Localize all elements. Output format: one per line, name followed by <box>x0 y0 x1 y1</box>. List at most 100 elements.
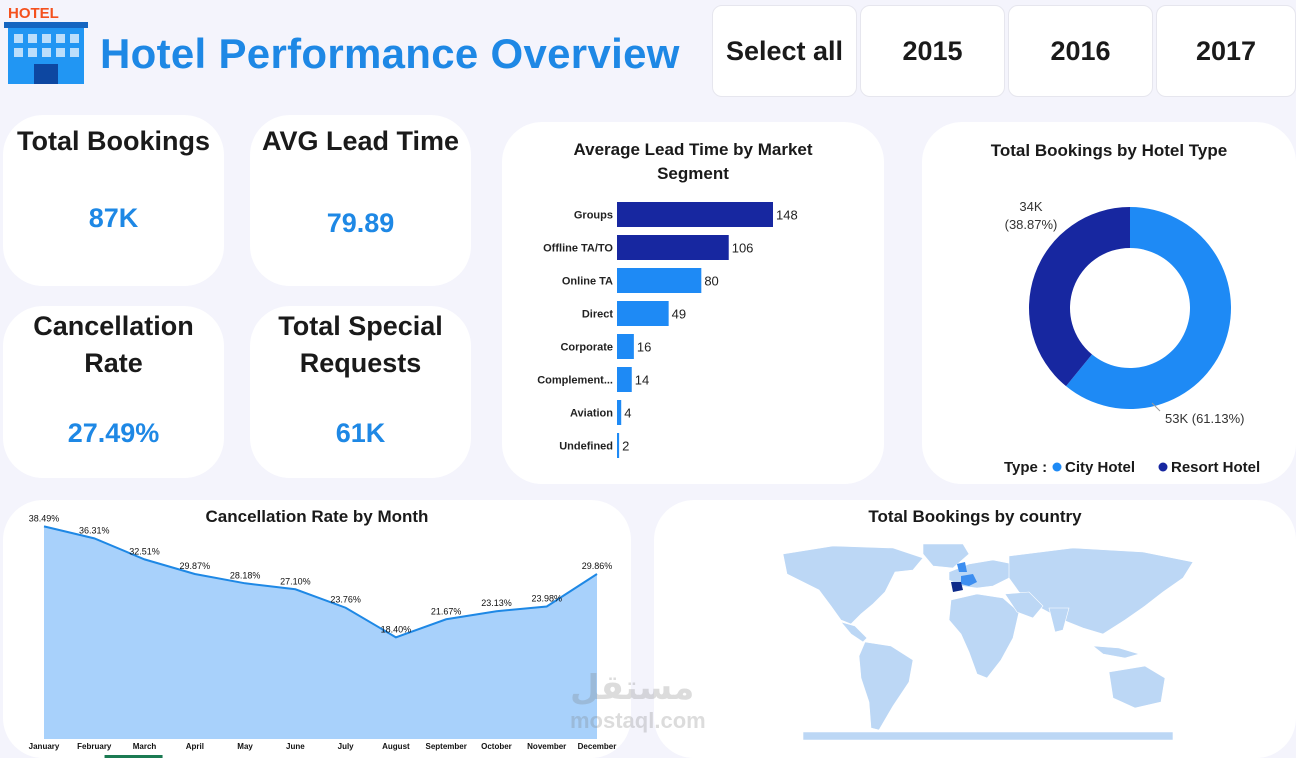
legend-title: Type : <box>1004 459 1047 476</box>
scroll-indicator <box>104 755 163 758</box>
x-tick-label: May <box>237 742 253 751</box>
data-point[interactable] <box>544 604 550 610</box>
lead-time-chart-card: Average Lead Time by Market Segment Grou… <box>502 122 884 484</box>
map-central-america <box>840 621 868 643</box>
legend-swatch <box>1052 462 1062 472</box>
x-tick-label: June <box>286 742 305 751</box>
map-south-america <box>858 641 914 731</box>
bar-value-label: 148 <box>776 208 798 223</box>
map-india <box>1048 607 1070 633</box>
hotel-type-chart-card: Total Bookings by Hotel Type 53K (61.13%… <box>922 122 1296 484</box>
donut-value-label: 53K (61.13%) <box>1165 411 1245 426</box>
x-tick-label: January <box>29 742 60 751</box>
bar[interactable] <box>617 301 669 326</box>
kpi-value: 61K <box>335 418 386 448</box>
kpi-card-total-bookings: Total Bookings 87K <box>3 115 224 286</box>
kpi-card-avg-lead-time: AVG Lead Time 79.89 <box>250 115 471 286</box>
map-antarctica <box>802 731 1174 740</box>
data-point[interactable] <box>41 523 47 529</box>
chart-title: Total Bookings by country <box>868 507 1082 526</box>
bar-category-label: Aviation <box>570 408 613 420</box>
map-australia <box>1108 665 1166 709</box>
cancellation-month-chart-card: Cancellation Rate by Month 38.49% January… <box>3 500 631 758</box>
area-fill <box>44 526 597 739</box>
kpi-label-line1: Total Special <box>278 311 443 341</box>
map-portugal-spain-highlight <box>951 582 963 592</box>
watermark: مستقل mostaql.com <box>570 668 706 734</box>
data-label: 29.87% <box>180 561 211 571</box>
legend-item-city-hotel[interactable]: City Hotel <box>1065 459 1135 476</box>
data-point[interactable] <box>343 605 349 611</box>
x-tick-label: October <box>481 742 512 751</box>
header: HOTEL Hotel Performance Overview <box>0 0 700 95</box>
data-point[interactable] <box>192 571 198 577</box>
donut-slice-city-hotel[interactable] <box>1066 207 1231 409</box>
data-label: 38.49% <box>29 513 60 523</box>
data-label: 27.10% <box>280 576 311 586</box>
x-tick-label: November <box>527 742 566 751</box>
bar-value-label: 49 <box>672 307 686 322</box>
bar-category-label: Groups <box>574 210 613 222</box>
kpi-label-line2: Requests <box>299 348 422 378</box>
data-label: 23.13% <box>481 598 512 608</box>
data-label: 21.67% <box>431 606 462 616</box>
slicer-select-all[interactable]: Select all <box>712 5 857 97</box>
legend-swatch <box>1158 462 1168 472</box>
x-tick-label: December <box>578 742 617 751</box>
bar[interactable] <box>617 268 702 293</box>
kpi-label: AVG Lead Time <box>261 126 460 156</box>
bar[interactable] <box>617 367 632 392</box>
slicer-2017[interactable]: 2017 <box>1156 5 1296 97</box>
logo-text: HOTEL <box>8 5 59 22</box>
bar-value-label: 4 <box>624 406 631 421</box>
slicer-2016[interactable]: 2016 <box>1008 5 1153 97</box>
world-map[interactable] <box>773 542 1201 740</box>
x-tick-label: September <box>426 742 467 751</box>
bar-value-label: 14 <box>635 373 649 388</box>
map-indonesia <box>1092 645 1141 659</box>
data-point[interactable] <box>393 634 399 640</box>
x-tick-label: July <box>338 742 355 751</box>
kpi-card-special-requests: Total Special Requests 61K <box>250 306 471 478</box>
kpi-value: 87K <box>88 203 139 233</box>
bar[interactable] <box>617 202 773 227</box>
hotel-type-donut-chart: 53K (61.13%) 34K (38.87%) Type : City Hotel R… <box>1004 199 1260 476</box>
bar-category-label: Offline TA/TO <box>543 243 613 255</box>
bar[interactable] <box>617 334 634 359</box>
slicer-2015[interactable]: 2015 <box>860 5 1005 97</box>
kpi-label-line1: Cancellation <box>33 311 194 341</box>
bar-value-label: 16 <box>637 340 651 355</box>
map-france-highlight <box>961 574 977 586</box>
data-label: 23.98% <box>531 594 562 604</box>
donut-slice-resort-hotel[interactable] <box>1029 207 1130 387</box>
data-point[interactable] <box>242 580 248 586</box>
data-point[interactable] <box>292 586 298 592</box>
data-label: 36.31% <box>79 525 110 535</box>
area-line <box>43 525 598 639</box>
legend-item-resort-hotel[interactable]: Resort Hotel <box>1171 459 1260 476</box>
donut-leader-line <box>1151 402 1161 412</box>
data-point[interactable] <box>594 571 600 577</box>
bar-category-label: Complement... <box>537 375 613 387</box>
page-title: Hotel Performance Overview <box>100 30 680 77</box>
data-point[interactable] <box>493 608 499 614</box>
bar-category-label: Direct <box>582 309 614 321</box>
chart-title: Total Bookings by Hotel Type <box>990 141 1228 160</box>
data-label: 28.18% <box>230 570 261 580</box>
bar[interactable] <box>617 433 620 458</box>
bar[interactable] <box>617 400 622 425</box>
bar-value-label: 2 <box>622 439 629 454</box>
bar[interactable] <box>617 235 729 260</box>
lead-time-bar-chart: Groups 148 Offline TA/TO 106 Online TA 80 Dire… <box>537 202 798 458</box>
data-label: 32.51% <box>129 546 160 556</box>
bar-category-label: Corporate <box>560 342 613 354</box>
kpi-card-cancellation-rate: Cancellation Rate 27.49% <box>3 306 224 478</box>
kpi-value: 79.89 <box>326 208 395 238</box>
data-point[interactable] <box>91 535 97 541</box>
bar-value-label: 106 <box>732 241 754 256</box>
data-point[interactable] <box>443 616 449 622</box>
bar-category-label: Online TA <box>562 276 613 288</box>
data-point[interactable] <box>142 556 148 562</box>
kpi-label-line2: Rate <box>84 348 143 378</box>
data-label: 18.40% <box>381 624 412 634</box>
